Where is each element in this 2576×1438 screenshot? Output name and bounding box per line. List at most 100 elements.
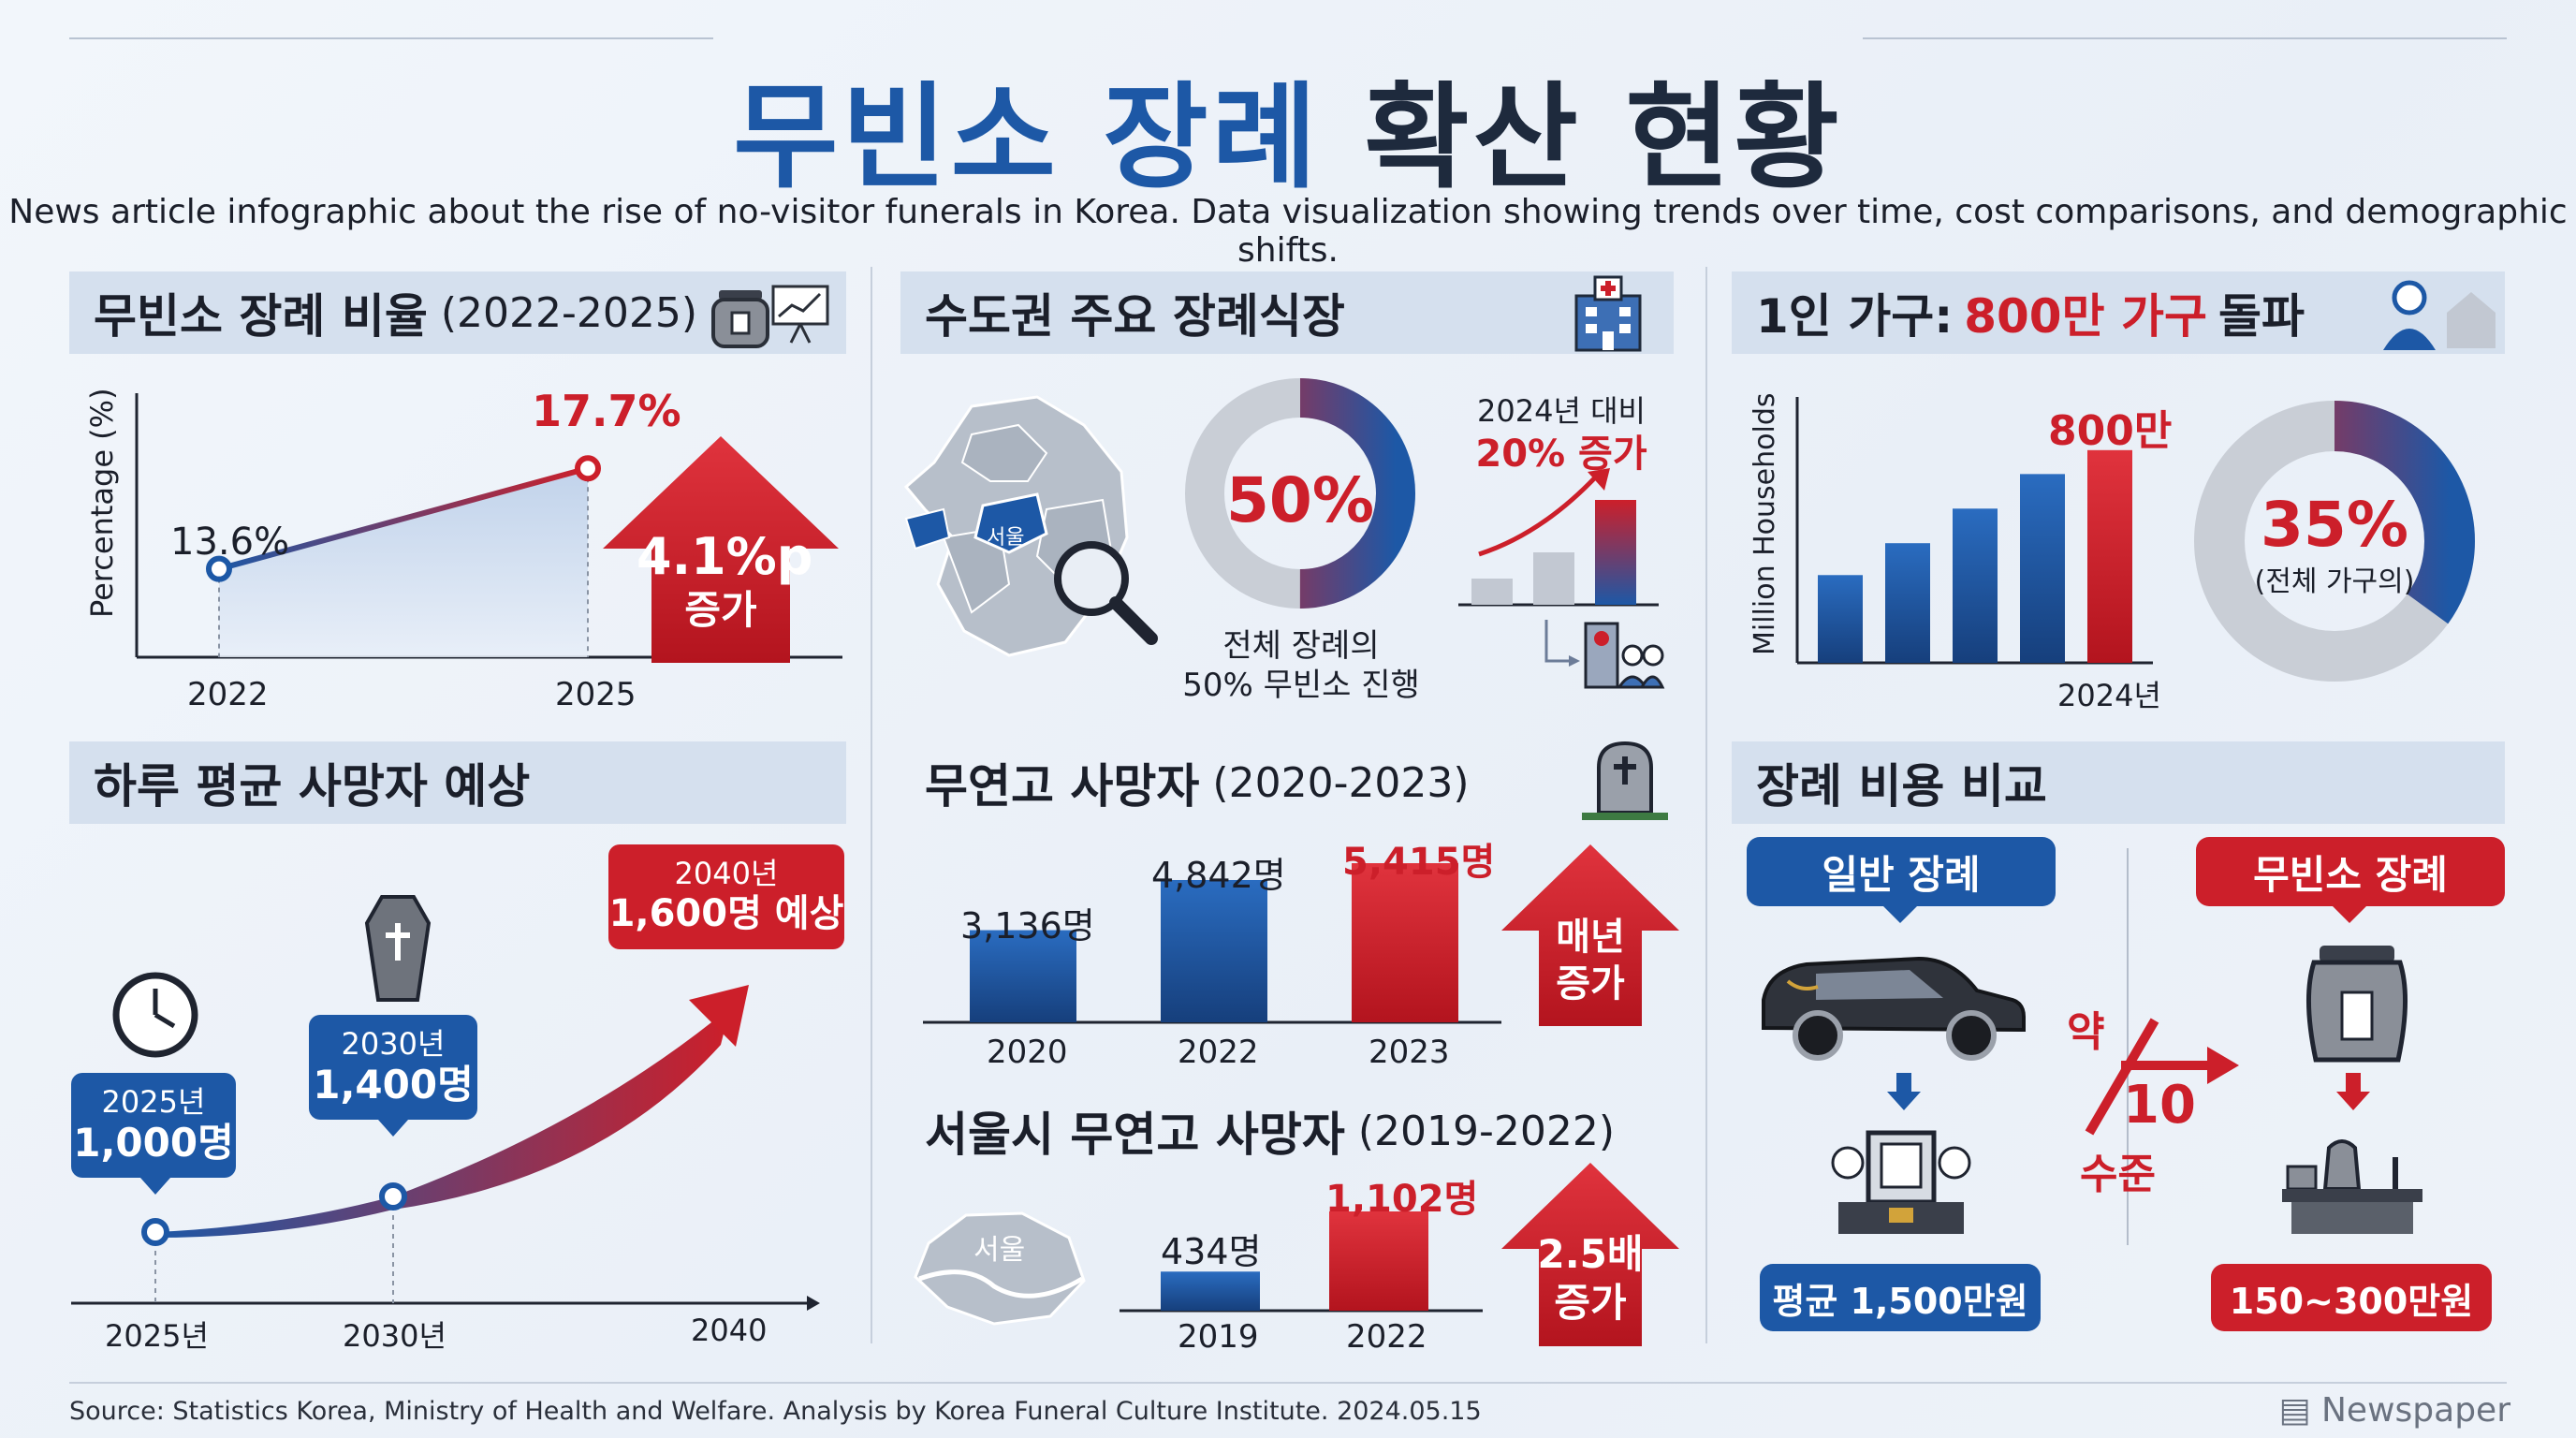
unclaimed-x-2023: 2023 bbox=[1368, 1034, 1450, 1071]
seoul-badge-line2: 증가 bbox=[1554, 1280, 1627, 1326]
daily-callout-2025-value: 1,000명 bbox=[73, 1120, 234, 1167]
unclaimed-bar bbox=[970, 930, 1076, 1022]
daily-trend-band bbox=[155, 1007, 730, 1238]
capital-caption-line2: 50% 무빈소 진행 bbox=[1182, 667, 1420, 704]
single-title-prefix: 1인 가구: bbox=[1756, 289, 1954, 344]
single-bar bbox=[1818, 575, 1863, 663]
hospital-icon bbox=[1574, 275, 1642, 352]
seoul-value-2019: 434명 bbox=[1161, 1231, 1262, 1272]
ratio-x-2025: 2025 bbox=[555, 676, 637, 713]
daily-x-2030: 2030년 bbox=[343, 1318, 446, 1354]
unclaimed-value-2022: 4,842명 bbox=[1151, 855, 1286, 896]
newspaper-brand: ▤ Newspaper bbox=[2279, 1391, 2510, 1430]
seoul-badge-line1: 2.5배 bbox=[1537, 1231, 1644, 1277]
unclaimed-up-arrow bbox=[1501, 844, 1679, 1026]
capital-donut-slice bbox=[1185, 378, 1415, 609]
normal-cost-badge: 평균 1,500만원 bbox=[1760, 1264, 2041, 1331]
seoul-bar bbox=[1329, 1211, 1428, 1311]
cost-ratio-bottom: 수준 bbox=[2080, 1151, 2156, 1198]
newspaper-icon: ▤ bbox=[2278, 1391, 2311, 1430]
daily-callout-2040-year: 2040년 bbox=[674, 856, 779, 891]
single-donut-value: 35% bbox=[2261, 489, 2408, 561]
unclaimed-value-2020: 3,136명 bbox=[960, 905, 1095, 946]
daily-callout-2040-value: 1,600명 예상 bbox=[608, 892, 844, 936]
single-section-header: 1인 가구: 800만 가구 돌파 bbox=[1732, 271, 2505, 354]
capital-mini-bar bbox=[1533, 552, 1574, 605]
column-divider-2 bbox=[1705, 267, 1707, 1343]
ratio-up-arrow bbox=[603, 436, 839, 663]
daily-section-header: 하루 평균 사망자 예상 bbox=[69, 741, 846, 824]
novisit-funeral-label: 무빈소 장례 bbox=[2196, 837, 2505, 906]
altar-icon bbox=[1831, 1130, 1971, 1234]
novisit-cost-badge: 150~300만원 bbox=[2211, 1264, 2492, 1331]
daily-x-axis-arrowhead bbox=[807, 1296, 820, 1311]
capital-mini-bar bbox=[1595, 500, 1636, 605]
capital-region-map bbox=[903, 395, 1129, 657]
daily-projection-chart bbox=[71, 985, 820, 1311]
urn-icon bbox=[2305, 946, 2408, 1063]
ratio-series-line bbox=[218, 465, 589, 572]
novisit-down-arrow bbox=[2336, 1073, 2370, 1110]
daily-callout-2030-year: 2030년 bbox=[341, 1026, 446, 1062]
newspaper-brand-label: Newspaper bbox=[2321, 1391, 2510, 1430]
ratio-x-2022: 2022 bbox=[187, 676, 269, 713]
ratio-value-2022: 13.6% bbox=[170, 521, 290, 564]
seoul-bar bbox=[1161, 1271, 1260, 1311]
family-hall-icon bbox=[1544, 620, 1665, 689]
daily-callout-2025-year: 2025년 bbox=[101, 1084, 206, 1120]
title-part1: 무빈소 장례 bbox=[733, 71, 1321, 204]
daily-title: 하루 평균 사망자 예상 bbox=[94, 759, 531, 814]
unclaimed-period: (2020-2023) bbox=[1212, 758, 1470, 807]
single-title-highlight: 800만 가구 bbox=[1964, 289, 2207, 344]
normal-down-arrow bbox=[1887, 1073, 1921, 1110]
single-bar bbox=[2087, 449, 2132, 663]
unclaimed-bar-chart bbox=[923, 863, 1501, 1024]
capital-mini-bar-chart bbox=[1458, 468, 1659, 607]
unclaimed-value-2023: 5,415명 bbox=[1342, 841, 1496, 884]
hearse-icon bbox=[1762, 956, 2026, 1061]
daily-point-2030 bbox=[379, 1182, 407, 1211]
ratio-slash-arrow bbox=[2085, 1018, 2239, 1136]
daily-callout-2025-pointer bbox=[140, 1178, 170, 1195]
cost-ratio-number: 10 bbox=[2123, 1075, 2196, 1136]
capital-map-seoul-label: 서울 bbox=[987, 526, 1025, 550]
daily-x-2025: 2025년 bbox=[105, 1318, 209, 1354]
seoul-map-icon bbox=[914, 1211, 1086, 1326]
urn-chart-icon bbox=[711, 285, 829, 348]
seoul-x-2022: 2022 bbox=[1346, 1318, 1427, 1356]
unclaimed-title: 무연고 사망자 bbox=[925, 759, 1200, 814]
ratio-period: (2022-2025) bbox=[440, 288, 697, 337]
single-donut-caption: (전체 가구의) bbox=[2254, 565, 2415, 598]
unclaimed-badge-line1: 매년 bbox=[1556, 916, 1625, 959]
seoul-unclaimed-section-header: 서울시 무연고 사망자 (2019-2022) bbox=[900, 1090, 1674, 1172]
single-bar bbox=[1953, 508, 1998, 663]
daily-callout-2030: 2030년 1,400명 bbox=[309, 1015, 477, 1120]
ratio-point-2022 bbox=[206, 555, 232, 582]
normal-label-pointer bbox=[1881, 904, 1919, 923]
unclaimed-bar bbox=[1352, 863, 1458, 1022]
cost-title: 장례 비용 비교 bbox=[1756, 759, 2047, 814]
title-part2: 확산 현황 bbox=[1364, 71, 1843, 204]
capital-donut-label: 50% bbox=[1226, 464, 1374, 536]
unclaimed-section-header: 무연고 사망자 (2020-2023) bbox=[900, 741, 1674, 824]
single-title-suffix: 돌파 bbox=[2217, 289, 2305, 344]
daily-callout-2030-pointer bbox=[378, 1120, 408, 1137]
seoul-unclaimed-period: (2019-2022) bbox=[1357, 1107, 1615, 1155]
single-donut-slice bbox=[2194, 401, 2475, 682]
ratio-value-2025: 17.7% bbox=[532, 386, 681, 436]
daily-x-2040: 2040 bbox=[691, 1313, 768, 1348]
seoul-map-label: 서울 bbox=[973, 1234, 1026, 1267]
capital-title: 수도권 주요 장례식장 bbox=[925, 289, 1345, 344]
tombstone-icon bbox=[1582, 741, 1668, 820]
capital-growth-line2: 20% 증가 bbox=[1475, 433, 1647, 476]
daily-callout-2025: 2025년 1,000명 bbox=[71, 1073, 236, 1178]
single-bar-chart bbox=[1795, 397, 2153, 665]
unclaimed-badge-line2: 증가 bbox=[1556, 962, 1625, 1005]
cost-ratio-top: 약 bbox=[2067, 1008, 2105, 1056]
unclaimed-bar bbox=[1161, 879, 1267, 1022]
capital-caption-line1: 전체 장례의 bbox=[1222, 627, 1380, 665]
capital-donut-chart bbox=[1185, 378, 1415, 609]
person-home-icon bbox=[2383, 280, 2496, 350]
unclaimed-x-2022: 2022 bbox=[1178, 1034, 1259, 1071]
capital-growth-line1: 2024년 대비 bbox=[1477, 393, 1646, 429]
